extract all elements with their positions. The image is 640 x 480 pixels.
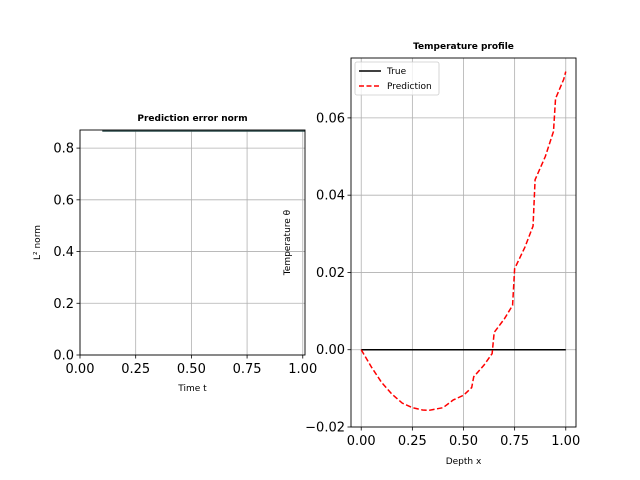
error-norm-ticks: 0.00 0.25 0.50 0.75 1.00 0.0 0.2 0.4 0.6 0.8 bbox=[53, 142, 317, 377]
temperature-y-tick-label: 0.02 bbox=[316, 266, 345, 281]
temperature-series-prediction-line bbox=[360, 71, 567, 412]
error-norm-x-tick-label: 0.00 bbox=[66, 362, 95, 377]
temperature-series bbox=[360, 71, 567, 412]
temperature-title: Temperature profile bbox=[413, 42, 514, 52]
temperature-x-tick-label: 1.00 bbox=[551, 434, 580, 449]
legend-true-label: True bbox=[386, 67, 407, 77]
temperature-legend: True Prediction bbox=[354, 61, 440, 96]
error-norm-x-tick-label: 0.25 bbox=[121, 362, 150, 377]
error-norm-y-tick-label: 0.8 bbox=[53, 142, 74, 157]
temperature-y-axis-label: Temperature θ bbox=[283, 209, 293, 276]
temperature-y-tick-label: 0.04 bbox=[316, 189, 345, 204]
error-norm-x-tick-label: 0.75 bbox=[233, 362, 262, 377]
temperature-y-tick-label: −0.02 bbox=[305, 421, 345, 436]
temperature-x-tick-label: 0.25 bbox=[398, 434, 427, 449]
temperature-y-tick-label: 0.00 bbox=[316, 343, 345, 358]
temperature-x-axis-label: Depth x bbox=[446, 457, 482, 467]
error-norm-y-tick-label: 0.0 bbox=[53, 349, 74, 364]
temperature-y-tick-label: 0.06 bbox=[316, 111, 345, 126]
error-norm-chart: 0.00 0.25 0.50 0.75 1.00 0.0 0.2 0.4 0.6 0.8 Pred… bbox=[33, 114, 317, 394]
error-norm-y-tick-label: 0.4 bbox=[53, 245, 74, 260]
error-norm-title: Prediction error norm bbox=[137, 114, 247, 124]
error-norm-x-tick-label: 0.50 bbox=[177, 362, 206, 377]
temperature-profile-chart: 0.00 0.25 0.50 0.75 1.00−0.020.000.020.040.0… bbox=[283, 42, 580, 467]
error-norm-y-tick-label: 0.2 bbox=[53, 297, 74, 312]
temperature-x-tick-label: 0.75 bbox=[500, 434, 529, 449]
temperature-x-tick-label: 0.50 bbox=[449, 434, 478, 449]
error-norm-y-axis-label: L² norm bbox=[33, 225, 43, 260]
legend-prediction-label: Prediction bbox=[387, 82, 432, 92]
error-norm-y-tick-label: 0.6 bbox=[53, 193, 74, 208]
temperature-ticks: 0.00 0.25 0.50 0.75 1.00−0.020.000.020.040.0… bbox=[305, 111, 580, 449]
temperature-x-tick-label: 0.00 bbox=[347, 434, 376, 449]
error-norm-x-axis-label: Time t bbox=[177, 384, 207, 394]
error-norm-x-tick-label: 1.00 bbox=[288, 362, 317, 377]
error-norm-plot-frame bbox=[79, 129, 306, 356]
